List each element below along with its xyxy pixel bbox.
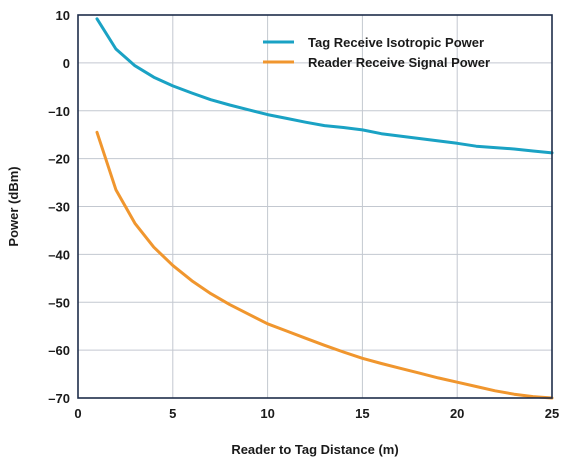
y-tick-label: –40	[48, 247, 70, 262]
y-tick-label: –20	[48, 152, 70, 167]
y-tick-label: –30	[48, 200, 70, 215]
y-axis-title: Power (dBm)	[6, 166, 21, 246]
x-tick-label: 20	[450, 406, 464, 421]
x-tick-label: 5	[169, 406, 176, 421]
plot-frame	[77, 14, 553, 399]
y-tick-label: 10	[56, 8, 70, 23]
series-line-2	[95, 130, 554, 400]
grid	[78, 15, 552, 398]
legend-label-1: Tag Receive Isotropic Power	[308, 35, 484, 50]
x-tick-label: 0	[74, 406, 81, 421]
x-axis-title: Reader to Tag Distance (m)	[231, 442, 398, 457]
x-tick-label: 15	[355, 406, 369, 421]
x-tick-label: 25	[545, 406, 559, 421]
y-tick-label: –10	[48, 104, 70, 119]
series-lines	[95, 17, 554, 400]
y-tick-label: 0	[63, 56, 70, 71]
x-tick-label: 10	[260, 406, 274, 421]
legend: Tag Receive Isotropic Power Reader Receiv…	[263, 35, 490, 70]
tick-labels: 0 5 10 15 20 25 10 0 –10 –20 –30 –40 –50 –60 –70	[48, 8, 559, 421]
legend-label-2: Reader Receive Signal Power	[308, 55, 490, 70]
y-tick-label: –70	[48, 391, 70, 406]
y-tick-label: –50	[48, 295, 70, 310]
y-tick-label: –60	[48, 343, 70, 358]
series-line-1	[95, 17, 554, 155]
